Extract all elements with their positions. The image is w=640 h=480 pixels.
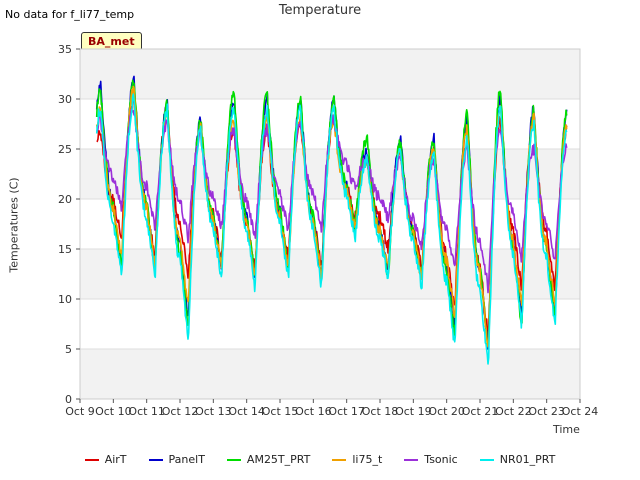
plot-area (80, 49, 580, 399)
legend-label: Tsonic (424, 453, 458, 466)
legend-label: AirT (104, 453, 127, 466)
x-tick-label: Oct 16 (295, 405, 332, 418)
x-axis-label: Time (553, 423, 580, 436)
x-tick-label: Oct 17 (328, 405, 365, 418)
legend-label: PanelT (168, 453, 205, 466)
plot-border (79, 48, 581, 400)
y-tick-label: 25 (58, 143, 72, 156)
background-band (80, 249, 580, 299)
legend-item: li75_t (332, 453, 382, 466)
background-band (80, 349, 580, 399)
y-tick-label: 30 (58, 93, 72, 106)
y-tick-label: 10 (58, 293, 72, 306)
legend-swatch (404, 458, 419, 461)
legend-swatch (332, 458, 347, 461)
x-tick-label: Oct 10 (95, 405, 132, 418)
background-band (80, 49, 580, 99)
x-tick-label: Oct 13 (195, 405, 232, 418)
y-tick-label: 5 (65, 343, 72, 356)
legend-item: PanelT (148, 453, 205, 466)
x-tick-label: Oct 22 (495, 405, 532, 418)
series-line-nr01-prt (95, 93, 568, 365)
legend-swatch (479, 458, 494, 461)
legend-item: Tsonic (404, 453, 458, 466)
x-tick-label: Oct 24 (562, 405, 599, 418)
x-tick-label: Oct 23 (528, 405, 565, 418)
legend-label: NR01_PRT (499, 453, 556, 466)
no-data-note: No data for f_li77_temp (5, 8, 135, 21)
chart-title: Temperature (278, 3, 362, 18)
station-badge: BA_met (81, 32, 142, 51)
x-tick-label: Oct 19 (395, 405, 432, 418)
x-tick-label: Oct 11 (128, 405, 165, 418)
x-tick-label: Oct 15 (262, 405, 299, 418)
legend-label: li75_t (352, 453, 383, 466)
y-tick-label: 0 (65, 393, 72, 406)
legend-swatch (226, 458, 241, 461)
x-tick-label: Oct 18 (362, 405, 399, 418)
legend-swatch (84, 458, 99, 461)
y-tick-label: 15 (58, 243, 72, 256)
legend-item: NR01_PRT (479, 453, 556, 466)
legend-swatch (148, 458, 163, 461)
x-tick-label: Oct 20 (428, 405, 465, 418)
legend-label: AM25T_PRT (246, 453, 311, 466)
y-tick-label: 35 (58, 43, 72, 56)
x-tick-label: Oct 14 (228, 405, 265, 418)
x-tick-label: Oct 9 (65, 405, 95, 418)
x-tick-label: Oct 21 (462, 405, 499, 418)
y-tick-label: 20 (58, 193, 72, 206)
x-tick-label: Oct 12 (162, 405, 199, 418)
chart-legend: AirT PanelT AM25T_PRT li75_t Tsonic NR01_PRT (0, 453, 640, 466)
legend-item: AM25T_PRT (226, 453, 311, 466)
legend-item: AirT (84, 453, 127, 466)
